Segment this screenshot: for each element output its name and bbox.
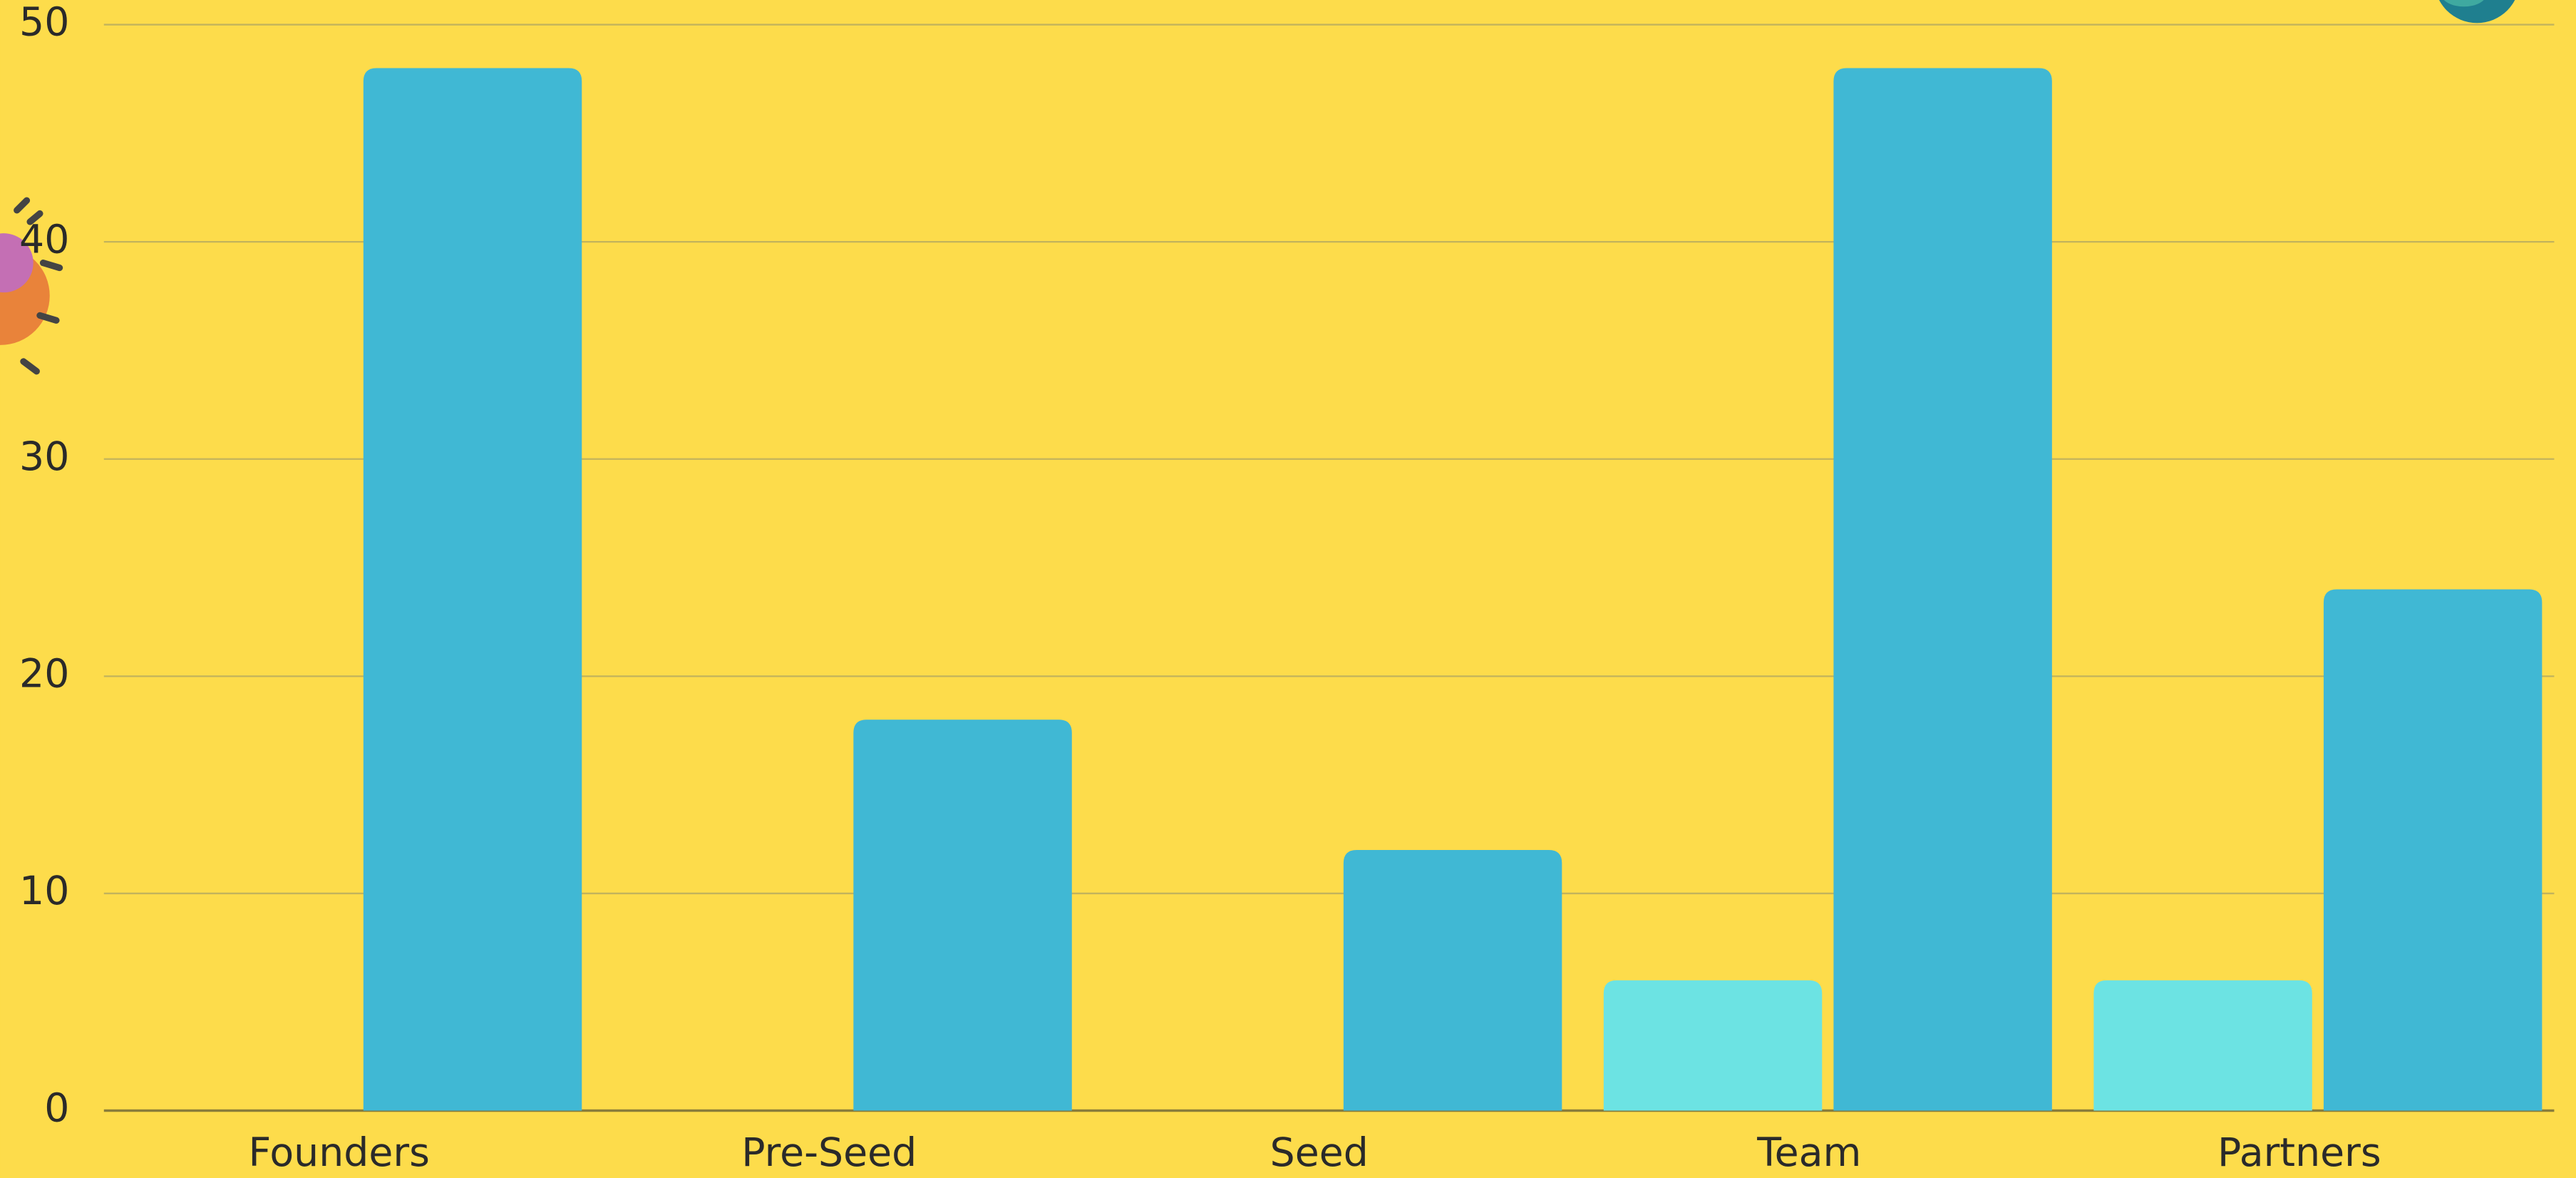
chart: 0 10 20 30 40 50 Founders Pre-Seed Seed Team Partn… bbox=[0, 0, 2576, 1178]
x-tick-label: Founders bbox=[249, 1130, 430, 1176]
bar bbox=[1344, 850, 1562, 1111]
x-tick-label: Pre-Seed bbox=[741, 1130, 917, 1176]
bar bbox=[1833, 68, 2051, 1110]
bar bbox=[364, 68, 582, 1110]
y-tick-label: 50 bbox=[19, 0, 69, 46]
page: {"chart_data": {"type": "bar", "categori… bbox=[0, 0, 2576, 1178]
x-tick-label: Partners bbox=[2217, 1130, 2381, 1176]
bar bbox=[2093, 980, 2312, 1111]
x-tick-label: Seed bbox=[1270, 1130, 1369, 1176]
bar bbox=[1604, 980, 1822, 1111]
y-tick-label: 20 bbox=[19, 651, 69, 697]
x-tick-label: Team bbox=[1756, 1130, 1861, 1176]
y-tick-label: 0 bbox=[44, 1086, 69, 1132]
y-tick-label: 40 bbox=[19, 217, 69, 262]
y-tick-label: 10 bbox=[19, 869, 69, 914]
bar bbox=[853, 719, 1071, 1110]
bar bbox=[2324, 590, 2542, 1111]
y-tick-label: 30 bbox=[19, 434, 69, 480]
